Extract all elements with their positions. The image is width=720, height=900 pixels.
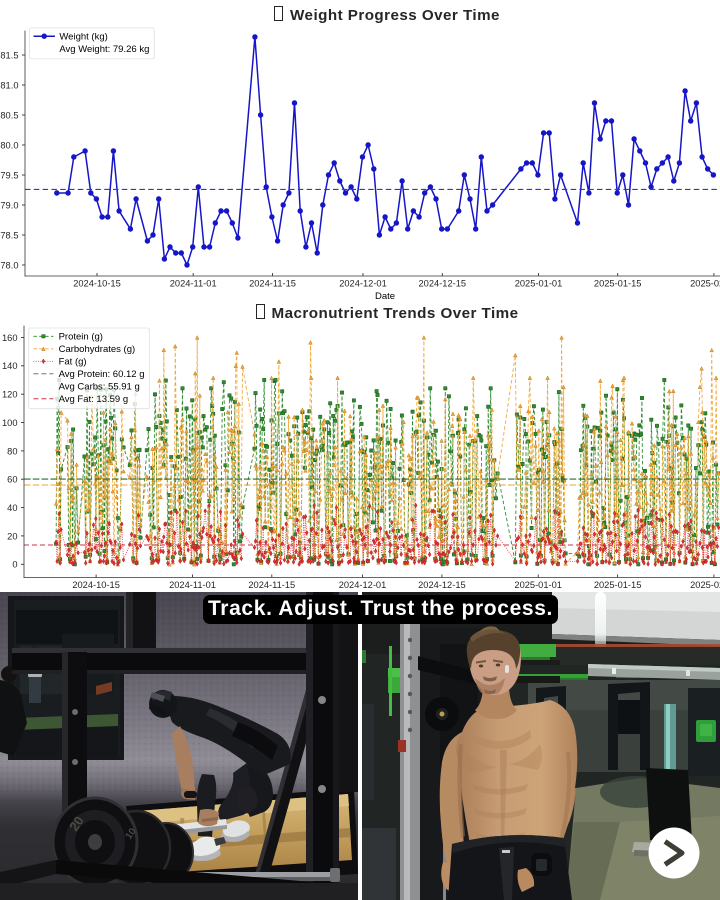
svg-text:Avg Carbs: 55.91 g: Avg Carbs: 55.91 g [59, 382, 140, 393]
svg-text:80.5: 80.5 [0, 110, 18, 120]
svg-text:78.0: 78.0 [0, 260, 18, 270]
svg-text:Protein (g): Protein (g) [59, 332, 103, 343]
svg-text:81.0: 81.0 [0, 80, 18, 90]
svg-text:20: 20 [66, 813, 87, 833]
svg-text:79.0: 79.0 [0, 200, 18, 210]
svg-text:Date: Date [375, 291, 395, 300]
svg-text:2025-01-01: 2025-01-01 [514, 580, 562, 590]
svg-text:2025-02-01: 2025-02-01 [690, 580, 720, 590]
svg-text:2024-12-01: 2024-12-01 [339, 279, 387, 289]
svg-text:2025-02-01: 2025-02-01 [690, 279, 720, 289]
svg-text:78.5: 78.5 [0, 230, 18, 240]
svg-text:Avg Weight: 79.26 kg: Avg Weight: 79.26 kg [59, 44, 149, 55]
svg-text:Avg Fat: 13.59 g: Avg Fat: 13.59 g [59, 394, 129, 405]
svg-text:2024-11-01: 2024-11-01 [170, 279, 217, 289]
svg-text:2024-11-01: 2024-11-01 [169, 580, 216, 590]
svg-text:140: 140 [2, 361, 18, 371]
svg-text:0: 0 [12, 560, 17, 570]
svg-text:Weight (kg): Weight (kg) [59, 32, 107, 43]
svg-text:80.0: 80.0 [0, 140, 18, 150]
svg-text:120: 120 [2, 390, 18, 400]
svg-text:81.5: 81.5 [0, 50, 18, 60]
svg-text:40: 40 [7, 503, 17, 513]
svg-text:80: 80 [7, 446, 17, 456]
svg-text:2025-01-01: 2025-01-01 [515, 279, 563, 289]
svg-text:2025-01-15: 2025-01-15 [594, 279, 642, 289]
svg-text:2024-12-15: 2024-12-15 [418, 580, 466, 590]
svg-text:2024-10-15: 2024-10-15 [72, 580, 120, 590]
svg-text:2024-12-15: 2024-12-15 [419, 279, 467, 289]
svg-text:2024-12-01: 2024-12-01 [339, 580, 387, 590]
svg-text:2024-11-15: 2024-11-15 [249, 279, 296, 289]
svg-text:60: 60 [7, 475, 17, 485]
svg-text:2024-10-15: 2024-10-15 [73, 279, 121, 289]
svg-text:79.5: 79.5 [0, 170, 18, 180]
svg-text:Carbohydrates (g): Carbohydrates (g) [59, 344, 136, 355]
svg-text:2025-01-15: 2025-01-15 [594, 580, 642, 590]
svg-text:2024-11-15: 2024-11-15 [248, 580, 295, 590]
svg-text:Fat (g): Fat (g) [59, 357, 87, 368]
svg-text:100: 100 [2, 418, 18, 428]
svg-text:160: 160 [2, 333, 18, 343]
svg-text:Avg Protein: 60.12 g: Avg Protein: 60.12 g [59, 369, 145, 380]
svg-text:20: 20 [7, 531, 17, 541]
